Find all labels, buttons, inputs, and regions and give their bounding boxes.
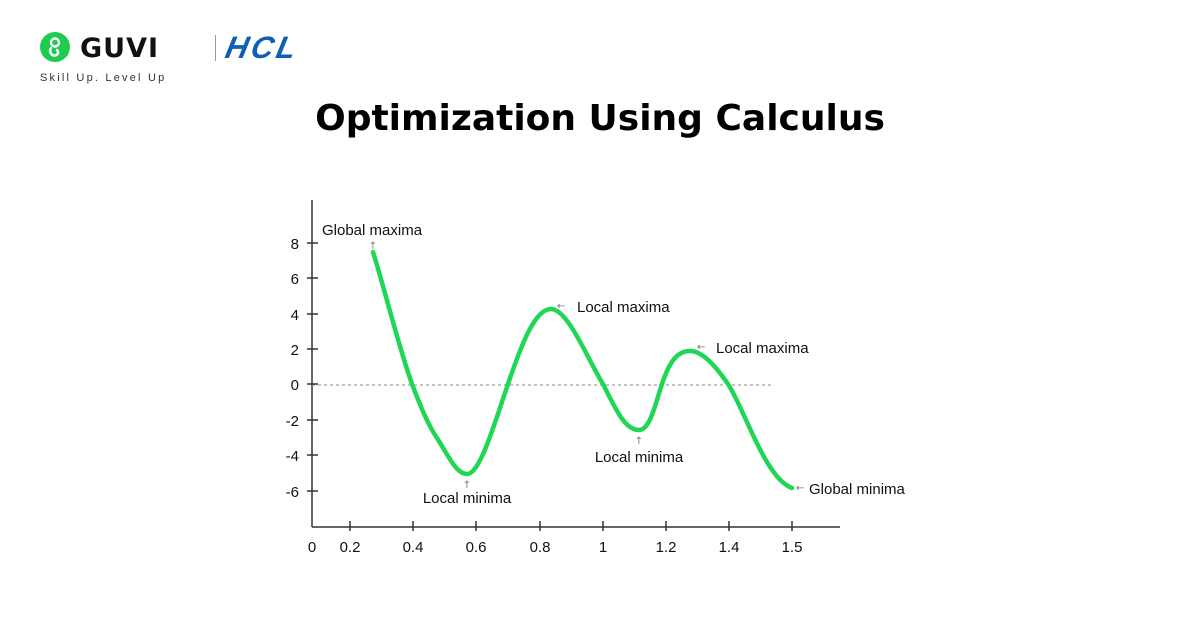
- svg-text:←: ←: [697, 342, 705, 353]
- y-tick-labels: 8 6 4 2 0 -2 -4 -6: [286, 236, 299, 501]
- y-ticks: [307, 242, 318, 492]
- svg-text:-2: -2: [286, 413, 299, 430]
- svg-text:Global minima: Global minima: [809, 481, 906, 498]
- annotation-local-maxima-2: ← Local maxima: [697, 340, 809, 357]
- annotation-global-minima: ← Global minima: [796, 481, 906, 498]
- svg-text:0: 0: [291, 377, 299, 394]
- svg-text:↑: ↑: [463, 480, 471, 491]
- svg-text:0.6: 0.6: [466, 539, 487, 556]
- x-tick-labels: 0 0.2 0.4 0.6 0.8 1 1.2 1.4 1.5: [308, 539, 803, 556]
- brand-tagline: Skill Up. Level Up: [40, 72, 167, 84]
- guvi-wordmark: GUVI: [80, 33, 160, 64]
- svg-text:1: 1: [599, 539, 607, 556]
- svg-text:4: 4: [291, 307, 299, 324]
- svg-text:←: ←: [557, 301, 565, 312]
- svg-text:↑: ↑: [635, 436, 643, 447]
- svg-text:Global maxima: Global maxima: [322, 222, 423, 239]
- svg-text:0.2: 0.2: [340, 539, 361, 556]
- svg-text:1.5: 1.5: [782, 539, 803, 556]
- svg-text:Local minima: Local minima: [595, 449, 684, 466]
- svg-text:0.4: 0.4: [403, 539, 424, 556]
- annotation-local-maxima-1: ← Local maxima: [557, 299, 670, 316]
- svg-text:Local maxima: Local maxima: [577, 299, 670, 316]
- svg-text:-6: -6: [286, 484, 299, 501]
- svg-text:6: 6: [291, 271, 299, 288]
- x-ticks: [349, 521, 793, 531]
- svg-text:-4: -4: [286, 448, 299, 465]
- logo-divider: [215, 35, 216, 61]
- svg-text:1.2: 1.2: [656, 539, 677, 556]
- svg-text:0.8: 0.8: [530, 539, 551, 556]
- svg-text:8: 8: [291, 236, 299, 253]
- annotation-local-minima-1: ↑ Local minima: [423, 480, 512, 507]
- svg-text:↑: ↑: [369, 241, 377, 252]
- svg-text:1.4: 1.4: [719, 539, 740, 556]
- function-curve: [370, 249, 795, 491]
- page-title: Optimization Using Calculus: [315, 98, 885, 139]
- svg-text:0: 0: [308, 539, 316, 556]
- svg-text:Local maxima: Local maxima: [716, 340, 809, 357]
- annotation-global-maxima: Global maxima ↑: [322, 222, 423, 252]
- guvi-logo-icon: [40, 32, 70, 62]
- annotation-local-minima-2: ↑ Local minima: [595, 436, 684, 466]
- svg-text:2: 2: [291, 342, 299, 359]
- svg-text:Local minima: Local minima: [423, 490, 512, 507]
- svg-text:←: ←: [796, 483, 804, 494]
